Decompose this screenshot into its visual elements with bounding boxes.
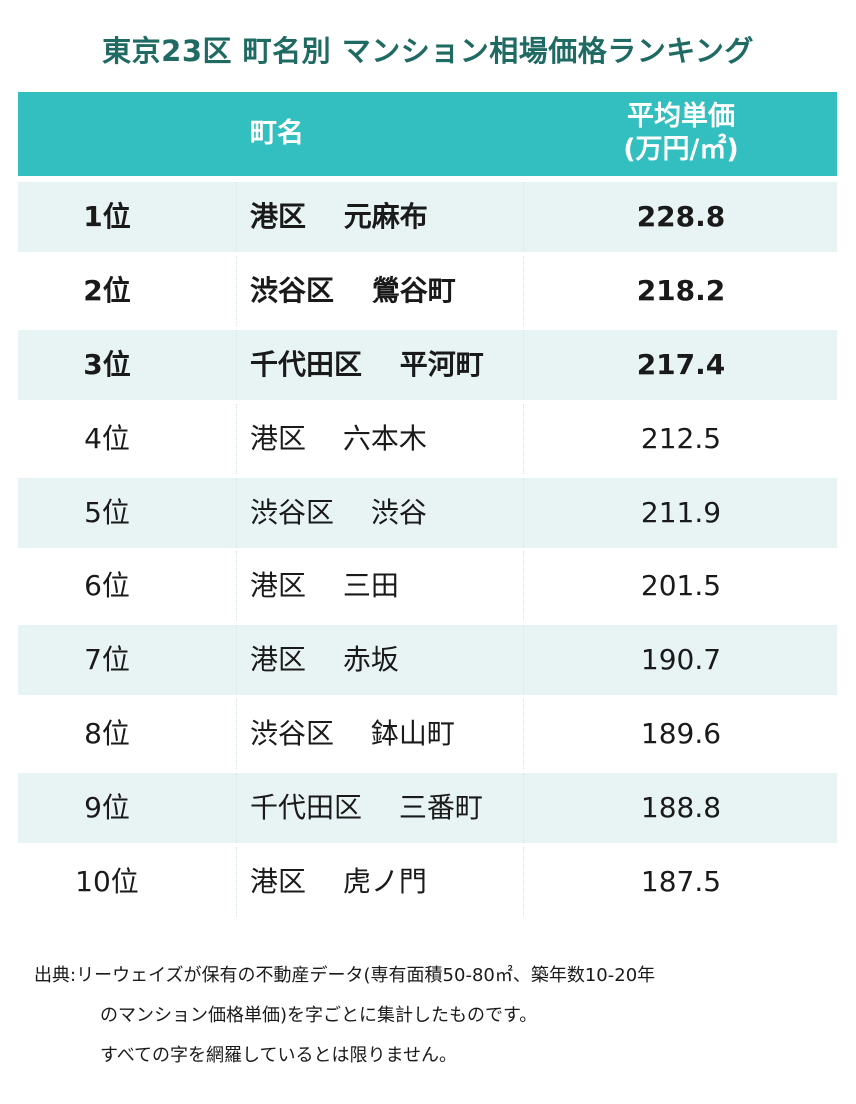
price-cell: 212.5 — [640, 421, 722, 455]
town-name-cell: 港区 六本木 — [250, 421, 427, 455]
price-cell: 228.8 — [636, 200, 726, 233]
column-divider — [523, 551, 524, 622]
town-name-cell: 千代田区 三番町 — [250, 791, 483, 825]
header-price-line2: (万円/㎡) — [623, 134, 739, 165]
rank-cell: 5位 — [84, 495, 130, 529]
source-note-line1: 出典:リーウェイズが保有の不動産データ(専有面積50-80㎡、築年数10-20年 — [34, 965, 656, 986]
column-divider — [236, 182, 237, 252]
column-divider — [236, 625, 237, 696]
header-price: 平均単価 (万円/㎡) — [576, 100, 786, 166]
column-divider — [523, 329, 524, 400]
column-divider — [523, 625, 524, 696]
town-name-cell: 渋谷区 鶯谷町 — [250, 273, 456, 307]
price-cell: 211.9 — [640, 495, 722, 529]
column-divider — [236, 847, 237, 918]
column-divider — [236, 773, 237, 844]
source-note-line3: すべての字を網羅しているとは限りません。 — [100, 1045, 457, 1066]
column-divider — [523, 403, 524, 474]
rank-cell: 7位 — [84, 643, 130, 677]
column-divider — [236, 255, 237, 326]
price-cell: 190.7 — [640, 643, 722, 677]
table-row: 4位 港区 六本木 212.5 — [18, 403, 837, 474]
table-row: 3位 千代田区 平河町 217.4 — [18, 329, 837, 400]
price-cell: 187.5 — [640, 865, 722, 899]
town-name-cell: 渋谷区 鉢山町 — [250, 717, 455, 751]
rank-cell: 2位 — [83, 273, 131, 307]
ranking-table: 町名 平均単価 (万円/㎡) 1位 港区 元麻布 228.8 2位 渋谷区 鶯谷町 218… — [18, 92, 837, 921]
source-note-line2: のマンション価格単価)を字ごとに集計したものです。 — [100, 1005, 538, 1026]
column-divider — [523, 477, 524, 548]
chart-title: 東京23区 町名別 マンション相場価格ランキング — [102, 34, 754, 68]
town-name-cell: 港区 虎ノ門 — [250, 865, 427, 899]
header-price-line1: 平均単価 — [627, 101, 735, 132]
column-divider — [523, 847, 524, 918]
price-cell: 218.2 — [636, 273, 726, 307]
rank-cell: 1位 — [83, 200, 131, 233]
rank-cell: 8位 — [84, 717, 130, 751]
rank-cell: 10位 — [75, 865, 139, 899]
table-row: 7位 港区 赤坂 190.7 — [18, 625, 837, 696]
column-divider — [236, 551, 237, 622]
town-name-cell: 港区 赤坂 — [250, 643, 399, 677]
rank-cell: 6位 — [84, 569, 130, 603]
price-cell: 189.6 — [640, 717, 722, 751]
header-name: 町名 — [250, 118, 304, 149]
table-row: 1位 港区 元麻布 228.8 — [18, 182, 837, 252]
table-header: 町名 平均単価 (万円/㎡) — [18, 92, 837, 176]
rank-cell: 4位 — [84, 421, 130, 455]
table-row: 6位 港区 三田 201.5 — [18, 551, 837, 622]
table-row: 5位 渋谷区 渋谷 211.9 — [18, 477, 837, 548]
rank-cell: 3位 — [83, 347, 131, 381]
town-name-cell: 港区 三田 — [250, 569, 399, 603]
column-divider — [236, 699, 237, 770]
table-body: 1位 港区 元麻布 228.8 2位 渋谷区 鶯谷町 218.2 3位 千代田区 平河町 217… — [18, 182, 837, 918]
column-divider — [523, 773, 524, 844]
table-row: 2位 渋谷区 鶯谷町 218.2 — [18, 255, 837, 326]
column-divider — [523, 182, 524, 252]
table-row: 10位 港区 虎ノ門 187.5 — [18, 847, 837, 918]
column-divider — [236, 477, 237, 548]
table-row: 8位 渋谷区 鉢山町 189.6 — [18, 699, 837, 770]
price-cell: 201.5 — [640, 569, 722, 603]
column-divider — [236, 403, 237, 474]
town-name-cell: 千代田区 平河町 — [250, 347, 484, 381]
town-name-cell: 渋谷区 渋谷 — [250, 495, 427, 529]
source-note: 出典:リーウェイズが保有の不動産データ(専有面積50-80㎡、築年数10-20年… — [34, 956, 834, 1076]
price-cell: 188.8 — [640, 791, 722, 825]
rank-cell: 9位 — [84, 791, 130, 825]
price-cell: 217.4 — [636, 347, 726, 381]
column-divider — [523, 255, 524, 326]
town-name-cell: 港区 元麻布 — [250, 200, 428, 233]
column-divider — [236, 329, 237, 400]
column-divider — [523, 699, 524, 770]
table-row: 9位 千代田区 三番町 188.8 — [18, 773, 837, 844]
